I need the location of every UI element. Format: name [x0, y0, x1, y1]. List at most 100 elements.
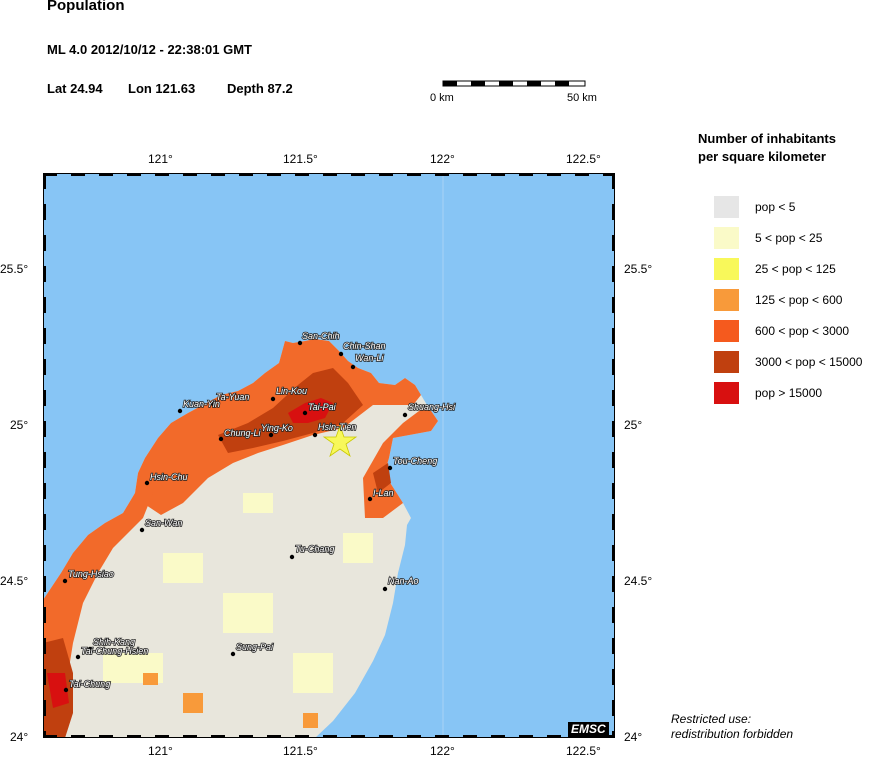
city-dot	[218, 436, 224, 442]
restricted-notice: Restricted use: redistribution forbidden	[671, 712, 793, 742]
legend-label: 600 < pop < 3000	[755, 324, 850, 338]
ilan-core	[373, 463, 391, 493]
legend-label: 25 < pop < 125	[755, 262, 836, 276]
city-dot	[270, 396, 276, 402]
city-dot	[210, 401, 216, 407]
city-label: Shuang-Hsi	[408, 402, 456, 412]
legend-swatch	[714, 320, 739, 342]
legend-label: pop < 5	[755, 200, 796, 214]
legend-swatch	[714, 258, 739, 280]
city-dot	[402, 412, 408, 418]
legend-swatch	[714, 382, 739, 404]
emsc-badge: EMSC	[568, 722, 609, 737]
city-label: Tai-Pai	[308, 402, 337, 412]
lon-tick-top: 122°	[430, 152, 455, 166]
lon-tick-bottom: 121.5°	[283, 744, 318, 758]
map-frame-ticks	[43, 173, 615, 738]
restricted-line2: redistribution forbidden	[671, 727, 794, 741]
taichung-core	[47, 673, 69, 708]
lat-tick-right: 24.5°	[624, 574, 653, 588]
scale-bar	[442, 80, 586, 87]
lat-value: Lat 24.94	[47, 81, 103, 96]
lon-tick-bottom: 122°	[430, 744, 455, 758]
city-label: Kuan-Yin	[183, 399, 220, 409]
lon-tick-top: 122.5°	[566, 152, 601, 166]
legend-item: pop > 15000	[714, 382, 864, 404]
legend-item: 5 < pop < 25	[714, 227, 864, 249]
lat-tick-left: 24°	[10, 730, 29, 744]
city-dot	[75, 654, 81, 660]
lon-value: Lon 121.63	[128, 81, 196, 96]
city-dot	[338, 351, 344, 357]
lat-tick-right: 25°	[624, 418, 643, 432]
lat-tick-left: 25.5°	[0, 262, 29, 276]
city-label: Ying-Ko	[261, 423, 293, 433]
city-dot	[297, 340, 303, 346]
moderate-pop-spots	[143, 673, 318, 728]
city-dot	[289, 554, 295, 560]
legend-item: 25 < pop < 125	[714, 258, 864, 280]
city-label: Sung-Pai	[236, 642, 274, 652]
scale-start-label: 0 km	[430, 92, 454, 104]
population-layer	[43, 339, 438, 738]
taipei-metro-band	[218, 368, 363, 453]
city-label: San-Chih	[302, 331, 340, 341]
city-dot	[350, 364, 356, 370]
city-dot	[139, 527, 145, 533]
city-label: Tou-Cheng	[393, 456, 437, 466]
city-dot	[62, 578, 68, 584]
city-dot	[268, 432, 274, 438]
city-dot	[177, 408, 183, 414]
legend-swatch	[714, 351, 739, 373]
taipei-core	[288, 398, 333, 423]
city-dot	[382, 586, 388, 592]
city-label: I-Lan	[373, 488, 394, 498]
city-label: Nan-Ao	[388, 576, 419, 586]
lon-tick-bottom: 121°	[148, 744, 173, 758]
city-dot	[87, 646, 93, 652]
city-label: Tung-Hsiao	[68, 569, 114, 579]
legend-label: 125 < pop < 600	[755, 293, 843, 307]
lat-tick-left: 25°	[10, 418, 29, 432]
city-label: Tu-Chang	[295, 544, 334, 554]
legend-label: 5 < pop < 25	[755, 231, 823, 245]
city-label: Ta-Yuan	[216, 392, 249, 402]
city-label: Chin-Shan	[343, 341, 386, 351]
city-label: Shih-Kang	[93, 637, 135, 647]
city-label: Tai-Chung	[69, 679, 110, 689]
map-title: Population	[47, 0, 125, 14]
city-label: Hsin-Chu	[150, 472, 188, 482]
legend-swatch	[714, 289, 739, 311]
legend-item: 3000 < pop < 15000	[714, 351, 864, 373]
legend-title-line2: per square kilometer	[698, 149, 826, 164]
lat-tick-right: 25.5°	[624, 262, 653, 276]
scale-end-label: 50 km	[567, 92, 597, 104]
city-dot	[144, 480, 150, 486]
restricted-line1: Restricted use:	[671, 712, 752, 726]
lat-tick-right: 24°	[624, 730, 643, 744]
event-line: ML 4.0 2012/10/12 - 22:38:01 GMT	[47, 42, 252, 57]
city-dot	[312, 432, 318, 438]
legend-item: 125 < pop < 600	[714, 289, 864, 311]
city-label: Tai-Chung-Hsien	[81, 646, 148, 656]
lon-tick-bottom: 122.5°	[566, 744, 601, 758]
legend-item: pop < 5	[714, 196, 864, 218]
legend-item: 600 < pop < 3000	[714, 320, 864, 342]
legend-title-line1: Number of inhabitants	[698, 131, 836, 146]
city-label: Hsin-Tien	[318, 422, 356, 432]
legend-swatch	[714, 227, 739, 249]
city-dot	[63, 687, 69, 693]
lon-tick-top: 121°	[148, 152, 173, 166]
city-label: Lin-Kou	[276, 386, 307, 396]
city-dot	[387, 465, 393, 471]
depth-value: Depth 87.2	[227, 81, 293, 96]
city-dot	[230, 651, 236, 657]
city-dot	[367, 496, 373, 502]
legend-swatch	[714, 196, 739, 218]
star-icon[interactable]	[322, 424, 358, 458]
city-label: Wan-Li	[355, 353, 384, 363]
legend-title: Number of inhabitants per square kilomet…	[698, 130, 836, 166]
city-label: Chung-Li	[224, 428, 262, 438]
